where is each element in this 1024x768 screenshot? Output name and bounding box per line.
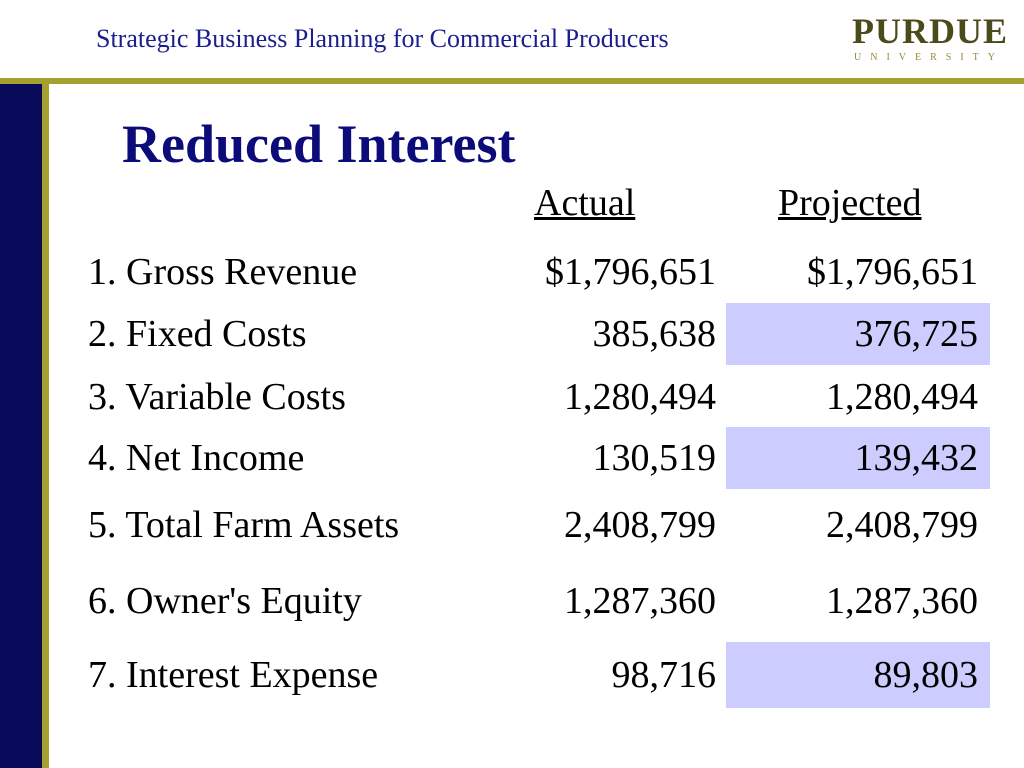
projected-cell: 1,287,360 — [726, 570, 990, 632]
row-projected-value: 1,280,494 — [826, 376, 978, 418]
projected-cell: 139,432 — [726, 427, 990, 489]
projected-cell: 1,280,494 — [726, 366, 990, 428]
logo-subtitle: UNIVERSITY — [854, 52, 1004, 63]
row-label: 4. Net Income — [88, 437, 305, 479]
navy-side-bar — [0, 84, 42, 768]
row-projected-value: 2,408,799 — [826, 504, 978, 546]
row-label: 2. Fixed Costs — [88, 313, 307, 355]
row-actual-value: 1,280,494 — [564, 376, 716, 418]
row-actual-value: 385,638 — [592, 313, 717, 355]
logo-wordmark: PURDUE — [852, 11, 1008, 51]
row-actual-value: $1,796,651 — [545, 251, 716, 293]
table-row: 4. Net Income 130,519 139,432 — [0, 427, 1024, 489]
row-label: 5. Total Farm Assets — [88, 504, 400, 546]
row-label: 1. Gross Revenue — [88, 251, 358, 293]
row-actual-value: 98,716 — [611, 654, 717, 696]
row-projected-value: 139,432 — [854, 437, 979, 479]
table-row: 6. Owner's Equity 1,287,360 1,287,360 — [0, 570, 1024, 632]
purdue-logo: PURDUE UNIVERSITY — [852, 10, 1007, 66]
row-projected-value: 1,287,360 — [826, 580, 978, 622]
row-label: 6. Owner's Equity — [88, 580, 362, 622]
slide-title: Reduced Interest — [122, 114, 516, 174]
table-row: 2. Fixed Costs 385,638 376,725 — [0, 303, 1024, 365]
row-actual-value: 130,519 — [592, 437, 717, 479]
row-label: 3. Variable Costs — [88, 376, 346, 418]
column-header-actual: Actual — [534, 182, 636, 224]
table-row: 5. Total Farm Assets 2,408,799 2,408,799 — [0, 494, 1024, 556]
row-projected-value: $1,796,651 — [807, 251, 978, 293]
projected-cell: $1,796,651 — [726, 241, 990, 303]
header-title: Strategic Business Planning for Commerci… — [96, 24, 669, 53]
gold-divider-bar — [0, 78, 1024, 84]
row-label: 7. Interest Expense — [88, 654, 379, 696]
table-row: 7. Interest Expense 98,716 89,803 — [0, 642, 1024, 708]
table-row: 1. Gross Revenue $1,796,651 $1,796,651 — [0, 241, 1024, 303]
projected-cell: 376,725 — [726, 303, 990, 365]
projected-cell: 89,803 — [726, 642, 990, 708]
projected-cell: 2,408,799 — [726, 494, 990, 556]
column-header-projected: Projected — [778, 182, 922, 224]
row-projected-value: 89,803 — [873, 654, 979, 696]
row-actual-value: 2,408,799 — [564, 504, 716, 546]
table-row: 3. Variable Costs 1,280,494 1,280,494 — [0, 366, 1024, 428]
row-actual-value: 1,287,360 — [564, 580, 716, 622]
row-projected-value: 376,725 — [854, 313, 979, 355]
gold-side-stripe — [42, 84, 49, 768]
